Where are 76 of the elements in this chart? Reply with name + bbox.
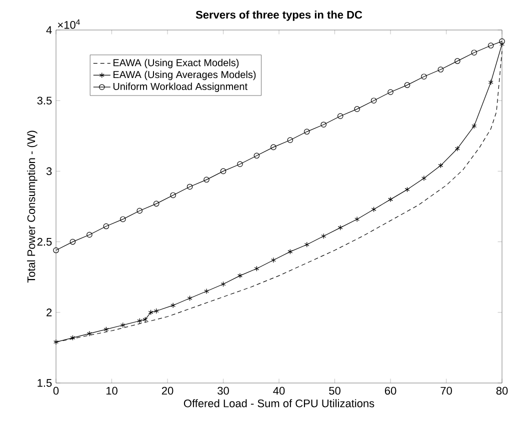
x-tick-label: 20 <box>162 386 174 395</box>
point <box>438 66 444 72</box>
chart-title: Servers of three types in the DC <box>196 10 362 21</box>
legend-label: EAWA (Using Averages Models) <box>114 70 256 80</box>
point <box>304 128 310 135</box>
point <box>142 316 148 322</box>
point <box>270 144 276 150</box>
point <box>388 196 393 202</box>
point <box>120 322 126 328</box>
point <box>471 50 478 56</box>
point <box>472 123 477 129</box>
point <box>70 238 76 245</box>
point <box>404 186 410 192</box>
y-tick-label: 2.5 <box>37 238 52 246</box>
point <box>238 272 242 278</box>
point <box>338 224 343 230</box>
point <box>87 330 92 336</box>
x-tick-label: 50 <box>329 386 340 395</box>
point <box>204 176 210 183</box>
x-tick-label: 70 <box>440 386 452 395</box>
point <box>404 82 410 88</box>
y-axis-title: Total Power Consumption - (W) <box>27 130 38 283</box>
point <box>70 335 76 341</box>
point <box>454 146 460 152</box>
point <box>388 89 394 96</box>
point <box>86 232 92 238</box>
point <box>488 79 494 86</box>
point <box>220 281 226 287</box>
y-tick-label: 3.5 <box>37 96 52 104</box>
point <box>421 74 427 80</box>
x-tick-label: 60 <box>384 386 396 395</box>
y-tick-label: 2 <box>46 308 52 316</box>
x-tick-label: 10 <box>106 386 118 395</box>
y-tick-label: 4 <box>46 26 52 34</box>
x-tick-label: 40 <box>273 386 285 395</box>
point <box>136 208 143 214</box>
legend-label: EAWA (Using Exact Models) <box>114 58 239 68</box>
x-tick-label: 80 <box>496 386 508 395</box>
y-tick-label: 3 <box>46 167 52 176</box>
point <box>287 137 294 144</box>
x-tick-label: 30 <box>218 386 229 395</box>
point <box>120 216 126 222</box>
point <box>104 326 109 332</box>
point <box>103 223 110 230</box>
point <box>204 288 209 294</box>
point <box>153 200 160 207</box>
point <box>270 257 276 263</box>
point <box>438 162 444 168</box>
point <box>254 266 260 272</box>
point <box>220 168 226 174</box>
point <box>321 233 326 239</box>
point <box>370 98 377 104</box>
point <box>187 295 192 302</box>
point <box>422 175 426 182</box>
x-tick-label: 0 <box>53 386 59 395</box>
point <box>288 248 293 254</box>
point <box>354 106 360 112</box>
point <box>488 42 494 48</box>
point <box>137 318 142 324</box>
point <box>148 310 154 316</box>
point <box>354 216 360 222</box>
legend-label: Uniform Workload Assignment <box>113 82 248 92</box>
point <box>186 184 193 190</box>
text: ×10$^{4}$ <box>58 19 80 29</box>
point <box>454 58 460 64</box>
point <box>154 308 159 314</box>
point <box>237 161 243 168</box>
point <box>320 122 326 128</box>
point <box>170 302 176 308</box>
point <box>254 152 260 159</box>
point <box>304 242 310 248</box>
point <box>337 113 344 120</box>
point <box>170 192 176 198</box>
point <box>371 206 376 212</box>
x-axis-title: Offered Load - Sum of CPU Utilizations <box>184 399 374 408</box>
y-tick-label: 1.5 <box>38 379 52 387</box>
